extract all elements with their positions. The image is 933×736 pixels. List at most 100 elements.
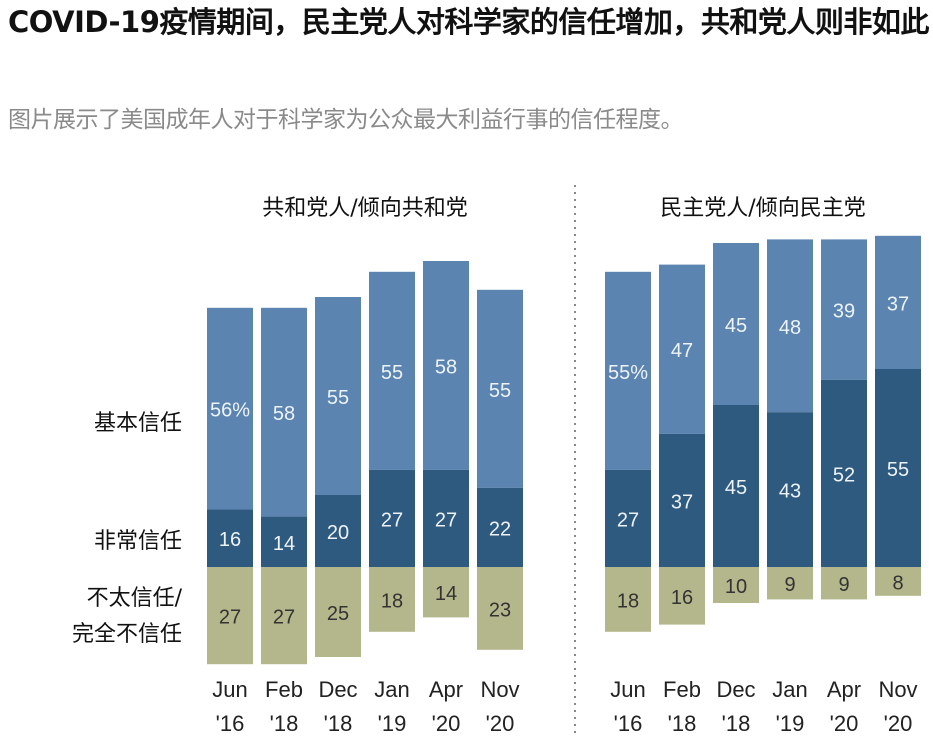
- bar-not-too-much: [315, 567, 361, 657]
- value-label-not-too-much: 25: [327, 603, 349, 625]
- bar-not-too-much: [713, 567, 759, 603]
- value-label-great-deal: 43: [779, 481, 801, 503]
- bar-great-deal: [659, 433, 705, 567]
- value-label-great-deal: 27: [435, 509, 457, 531]
- value-label-not-too-much: 9: [784, 574, 795, 596]
- row-label-not-too-much-2: 完全不信任: [72, 622, 182, 647]
- bar-great-deal: [767, 412, 813, 567]
- bar-fair-amount: [605, 271, 651, 470]
- bar-great-deal: [315, 495, 361, 567]
- value-label-great-deal: 27: [381, 509, 403, 531]
- bar-fair-amount: [261, 307, 307, 517]
- bar-not-too-much: [369, 567, 415, 632]
- x-tick-year: '20: [884, 711, 913, 736]
- value-label-not-too-much: 18: [381, 590, 403, 612]
- value-label-great-deal: 45: [725, 477, 747, 499]
- x-tick-month: Jan: [772, 677, 807, 702]
- row-label-not-too-much-1: 不太信任/: [87, 586, 183, 611]
- x-tick-month: Nov: [878, 677, 917, 702]
- x-tick-month: Apr: [827, 677, 861, 702]
- value-label-fair-amount: 37: [887, 293, 909, 315]
- bar-great-deal: [423, 469, 469, 567]
- value-label-fair-amount: 56%: [210, 400, 250, 422]
- x-tick-year: '20: [486, 711, 515, 736]
- x-tick-year: '19: [776, 711, 805, 736]
- bar-great-deal: [605, 469, 651, 567]
- value-label-not-too-much: 23: [489, 599, 511, 621]
- x-tick-month: Feb: [265, 677, 303, 702]
- bar-not-too-much: [477, 567, 523, 650]
- panel-title: 民主党人/倾向民主党: [660, 196, 865, 221]
- value-label-fair-amount: 58: [273, 403, 295, 425]
- bar-great-deal: [207, 509, 253, 567]
- bar-not-too-much: [207, 567, 253, 665]
- x-tick-month: Dec: [318, 677, 357, 702]
- x-tick-year: '16: [614, 711, 643, 736]
- bar-not-too-much: [875, 567, 921, 596]
- chart-title: COVID-19疫情期间，民主党人对科学家的信任增加，共和党人则非如此: [8, 5, 929, 39]
- bar-great-deal: [875, 369, 921, 567]
- x-tick-year: '18: [722, 711, 751, 736]
- x-tick-month: Jun: [610, 677, 645, 702]
- value-label-not-too-much: 9: [838, 574, 849, 596]
- value-label-fair-amount: 55%: [608, 362, 648, 384]
- value-label-not-too-much: 18: [617, 590, 639, 612]
- value-label-great-deal: 52: [833, 464, 855, 486]
- value-label-not-too-much: 27: [219, 607, 241, 629]
- bar-fair-amount: [315, 297, 361, 495]
- chart-subtitle: 图片展示了美国成年人对于科学家为公众最大利益行事的信任程度。: [8, 107, 684, 133]
- bar-not-too-much: [261, 567, 307, 665]
- bar-great-deal: [261, 516, 307, 567]
- x-tick-year: '16: [216, 711, 245, 736]
- value-label-great-deal: 37: [671, 491, 693, 513]
- value-label-fair-amount: 58: [435, 356, 457, 378]
- value-label-not-too-much: 16: [671, 587, 693, 609]
- bar-not-too-much: [767, 567, 813, 600]
- value-label-fair-amount: 55: [489, 380, 511, 402]
- x-tick-year: '18: [668, 711, 697, 736]
- value-label-fair-amount: 55: [381, 362, 403, 384]
- bar-great-deal: [713, 405, 759, 567]
- value-label-fair-amount: 39: [833, 301, 855, 323]
- bar-not-too-much: [605, 567, 651, 632]
- bar-fair-amount: [875, 235, 921, 369]
- x-tick-year: '19: [378, 711, 407, 736]
- value-label-great-deal: 27: [617, 509, 639, 531]
- value-label-not-too-much: 10: [725, 576, 747, 598]
- x-tick-year: '20: [432, 711, 461, 736]
- bar-fair-amount: [713, 243, 759, 405]
- x-tick-month: Jun: [212, 677, 247, 702]
- value-label-fair-amount: 45: [725, 315, 747, 337]
- value-label-fair-amount: 47: [671, 340, 693, 362]
- value-label-great-deal: 20: [327, 522, 349, 544]
- bar-not-too-much: [821, 567, 867, 600]
- value-label-not-too-much: 8: [892, 572, 903, 594]
- x-tick-month: Dec: [716, 677, 755, 702]
- value-label-not-too-much: 14: [435, 583, 457, 605]
- value-label-great-deal: 22: [489, 518, 511, 540]
- bar-great-deal: [821, 379, 867, 567]
- bar-great-deal: [477, 487, 523, 567]
- value-label-great-deal: 14: [273, 533, 295, 555]
- bar-fair-amount: [477, 289, 523, 488]
- x-tick-month: Feb: [663, 677, 701, 702]
- value-label-fair-amount: 48: [779, 317, 801, 339]
- panel-title: 共和党人/倾向共和党: [262, 196, 467, 221]
- x-tick-year: '18: [324, 711, 353, 736]
- bar-fair-amount: [659, 264, 705, 434]
- value-label-great-deal: 16: [219, 529, 241, 551]
- x-tick-year: '18: [270, 711, 299, 736]
- x-tick-year: '20: [830, 711, 859, 736]
- bar-not-too-much: [659, 567, 705, 625]
- bar-fair-amount: [207, 307, 253, 510]
- bar-fair-amount: [423, 261, 469, 470]
- bar-not-too-much: [423, 567, 469, 618]
- x-tick-month: Jan: [374, 677, 409, 702]
- bar-fair-amount: [821, 239, 867, 380]
- bar-great-deal: [369, 469, 415, 567]
- x-tick-month: Apr: [429, 677, 463, 702]
- row-label-fair-amount: 基本信任: [94, 411, 182, 436]
- value-label-not-too-much: 27: [273, 607, 295, 629]
- value-label-great-deal: 55: [887, 459, 909, 481]
